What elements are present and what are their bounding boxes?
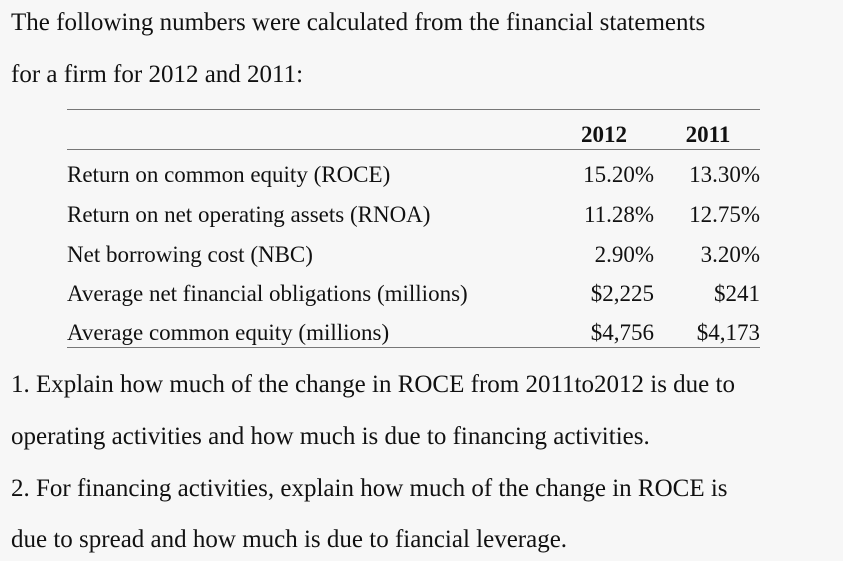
value-2011: $4,173 [696, 320, 760, 345]
table-bottom-rule [67, 347, 760, 348]
row-label: Return on net operating assets (RNOA) [67, 202, 431, 227]
value-2012: 15.20% [583, 162, 654, 187]
value-2011: 12.75% [689, 202, 760, 227]
column-header-2012: 2012 [581, 122, 627, 147]
value-2011: 3.20% [700, 242, 760, 267]
intro-text-line-2: for a firm for 2012 and 2011: [11, 61, 304, 88]
question-2-line-1: 2. For financing activities, explain how… [11, 475, 728, 502]
table-row: Average net financial obligations (milli… [67, 279, 760, 309]
value-2011: 13.30% [689, 162, 760, 187]
question-2-line-2: due to spread and how much is due to fia… [11, 526, 568, 553]
value-2012: $2,225 [590, 281, 654, 306]
row-label: Return on common equity (ROCE) [67, 162, 391, 187]
table-header-rule [67, 149, 760, 150]
question-1-line-2: operating activities and how much is due… [11, 423, 650, 450]
row-label: Average net financial obligations (milli… [67, 281, 468, 306]
value-2011: $241 [714, 281, 760, 306]
question-1-line-1: 1. Explain how much of the change in ROC… [11, 371, 735, 398]
value-2012: $4,756 [590, 320, 654, 345]
row-label: Average common equity (millions) [67, 320, 390, 345]
column-header-2011: 2011 [685, 122, 731, 147]
table-row: Average common equity (millions) $4,756 … [67, 318, 760, 348]
value-2012: 2.90% [594, 242, 654, 267]
table-top-rule [67, 109, 760, 110]
row-label: Net borrowing cost (NBC) [67, 242, 313, 267]
table-row: Return on net operating assets (RNOA) 11… [67, 200, 760, 230]
intro-text-line-1: The following numbers were calculated fr… [11, 9, 706, 36]
value-2012: 11.28% [583, 202, 654, 227]
table-row: Return on common equity (ROCE) 15.20% 13… [67, 160, 760, 190]
table-row: Net borrowing cost (NBC) 2.90% 3.20% [67, 240, 760, 270]
